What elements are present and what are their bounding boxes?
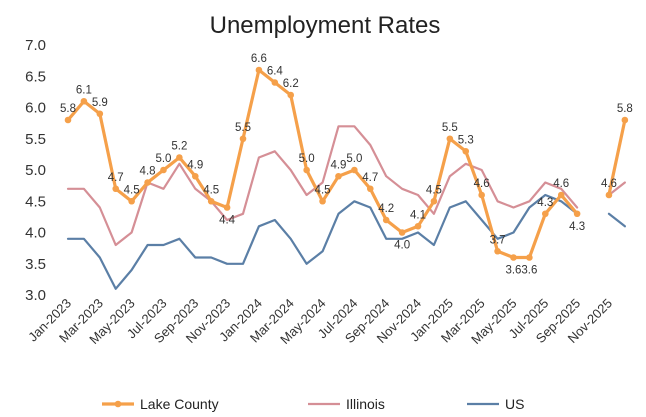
lake-county-data-label: 5.8 bbox=[60, 103, 76, 115]
lake-county-data-label: 4.5 bbox=[203, 184, 219, 196]
lake-county-data-label: 5.5 bbox=[442, 122, 458, 134]
lake-county-data-label: 4.1 bbox=[410, 209, 426, 221]
lake-county-point bbox=[621, 116, 629, 124]
lake-county-data-label: 4.4 bbox=[219, 215, 236, 227]
lake-county-data-label: 4.0 bbox=[394, 240, 410, 252]
lake-county-point bbox=[207, 197, 215, 205]
lake-county-data-label: 4.6 bbox=[474, 178, 490, 190]
lake-county-point bbox=[160, 166, 167, 174]
lake-county-point bbox=[446, 135, 454, 143]
lake-county-point bbox=[351, 166, 358, 174]
y-tick-label: 4.5 bbox=[25, 193, 46, 210]
lake-county-data-label: 3.6 bbox=[521, 265, 537, 277]
legend-item: Illinois bbox=[308, 396, 385, 412]
lake-county-point bbox=[430, 197, 438, 205]
lake-county-point bbox=[191, 172, 199, 180]
lake-county-point bbox=[64, 116, 72, 124]
chart-title: Unemployment Rates bbox=[210, 12, 441, 39]
legend-marker bbox=[114, 400, 122, 408]
series-line-lake-county bbox=[66, 68, 579, 260]
lake-county-point bbox=[128, 197, 135, 205]
lake-county-data-label: 5.0 bbox=[346, 153, 362, 165]
lake-county-point bbox=[335, 172, 342, 180]
series-line-us bbox=[607, 212, 627, 228]
lake-county-data-label: 4.2 bbox=[378, 203, 394, 215]
lake-county-point bbox=[478, 191, 485, 199]
lake-county-data-label: 3.6 bbox=[505, 265, 521, 277]
y-tick-label: 4.0 bbox=[25, 225, 46, 242]
lake-county-point bbox=[144, 179, 151, 186]
lake-county-point bbox=[414, 222, 422, 230]
lake-county-data-label: 5.0 bbox=[299, 153, 315, 165]
y-axis: 3.0 3.5 4.0 4.5 5.0 5.5 6.0 6.5 7.0 bbox=[25, 37, 46, 304]
lake-county-point bbox=[96, 110, 104, 118]
lake-county-point bbox=[398, 229, 406, 236]
lake-county-data-label: 4.7 bbox=[362, 172, 378, 184]
y-tick-label: 3.5 bbox=[25, 256, 46, 273]
lake-county-data-label: 4.3 bbox=[537, 197, 553, 209]
legend-item: US bbox=[467, 396, 524, 412]
lake-county-point bbox=[303, 166, 310, 174]
lake-county-data-label: 6.6 bbox=[251, 53, 267, 65]
lake-county-data-label: 4.5 bbox=[315, 184, 331, 196]
lake-county-data-label: 6.2 bbox=[283, 78, 299, 90]
lake-county-point bbox=[255, 66, 263, 74]
lake-county-data-label: 3.7 bbox=[490, 234, 506, 246]
lake-county-data-label: 4.5 bbox=[124, 184, 140, 196]
series-line-illinois bbox=[66, 125, 579, 247]
lake-county-point bbox=[494, 247, 501, 255]
lake-county-point bbox=[366, 185, 374, 193]
lake-county-data-label: 4.5 bbox=[426, 184, 442, 196]
lake-county-point bbox=[462, 147, 470, 155]
lake-county-data-label: 4.9 bbox=[187, 159, 203, 171]
lake-county-data-label: 5.0 bbox=[155, 153, 171, 165]
y-tick-label: 6.0 bbox=[25, 100, 46, 117]
lake-county-point bbox=[271, 79, 279, 86]
series-line-illinois bbox=[607, 181, 627, 197]
lake-county-point bbox=[319, 197, 326, 205]
y-tick-label: 7.0 bbox=[25, 37, 46, 54]
y-tick-label: 5.0 bbox=[25, 162, 46, 179]
y-tick-label: 3.0 bbox=[25, 287, 46, 304]
legend-label: Illinois bbox=[346, 396, 385, 412]
lake-county-data-label: 5.9 bbox=[92, 97, 108, 109]
lake-county-data-label: 4.9 bbox=[330, 159, 346, 171]
legend-label: US bbox=[505, 396, 524, 412]
y-tick-label: 5.5 bbox=[25, 131, 46, 148]
lake-county-point bbox=[382, 216, 390, 224]
lake-county-data-label: 5.8 bbox=[617, 103, 633, 115]
lake-county-data-label: 4.8 bbox=[140, 166, 156, 178]
lake-county-point bbox=[239, 135, 247, 143]
lake-county-point bbox=[510, 254, 517, 261]
lake-county-point bbox=[526, 254, 533, 261]
lake-county-data-label: 6.4 bbox=[267, 66, 284, 78]
lake-county-data-label: 4.7 bbox=[108, 172, 124, 184]
lake-county-data-label: 4.6 bbox=[553, 178, 569, 190]
lake-county-point bbox=[605, 191, 613, 199]
x-axis: Jan-2023Mar-2023May-2023Jul-2023Sep-2023… bbox=[25, 296, 615, 347]
y-tick-label: 6.5 bbox=[25, 68, 46, 85]
legend-item: Lake County bbox=[102, 396, 219, 412]
series-layer bbox=[64, 66, 629, 290]
lake-county-point bbox=[542, 210, 549, 218]
lake-county-point bbox=[557, 191, 565, 199]
lake-county-data-label: 5.3 bbox=[458, 134, 474, 146]
lake-county-data-label: 5.2 bbox=[171, 141, 187, 153]
legend: Lake County Illinois US bbox=[102, 396, 524, 412]
lake-county-point bbox=[573, 210, 581, 218]
lake-county-point bbox=[287, 91, 295, 99]
lake-county-data-label: 6.1 bbox=[76, 84, 92, 96]
series-line-lake-county bbox=[607, 118, 627, 197]
data-labels: 5.86.15.94.74.54.85.05.24.94.54.45.56.66… bbox=[60, 53, 633, 277]
lake-county-point bbox=[80, 97, 88, 105]
legend-label: Lake County bbox=[140, 396, 219, 412]
lake-county-data-label: 5.5 bbox=[235, 122, 251, 134]
lake-county-point bbox=[223, 204, 231, 211]
lake-county-point bbox=[176, 154, 183, 161]
lake-county-data-label: 4.6 bbox=[601, 178, 617, 190]
lake-county-point bbox=[112, 185, 120, 193]
lake-county-data-label: 4.3 bbox=[569, 221, 585, 233]
